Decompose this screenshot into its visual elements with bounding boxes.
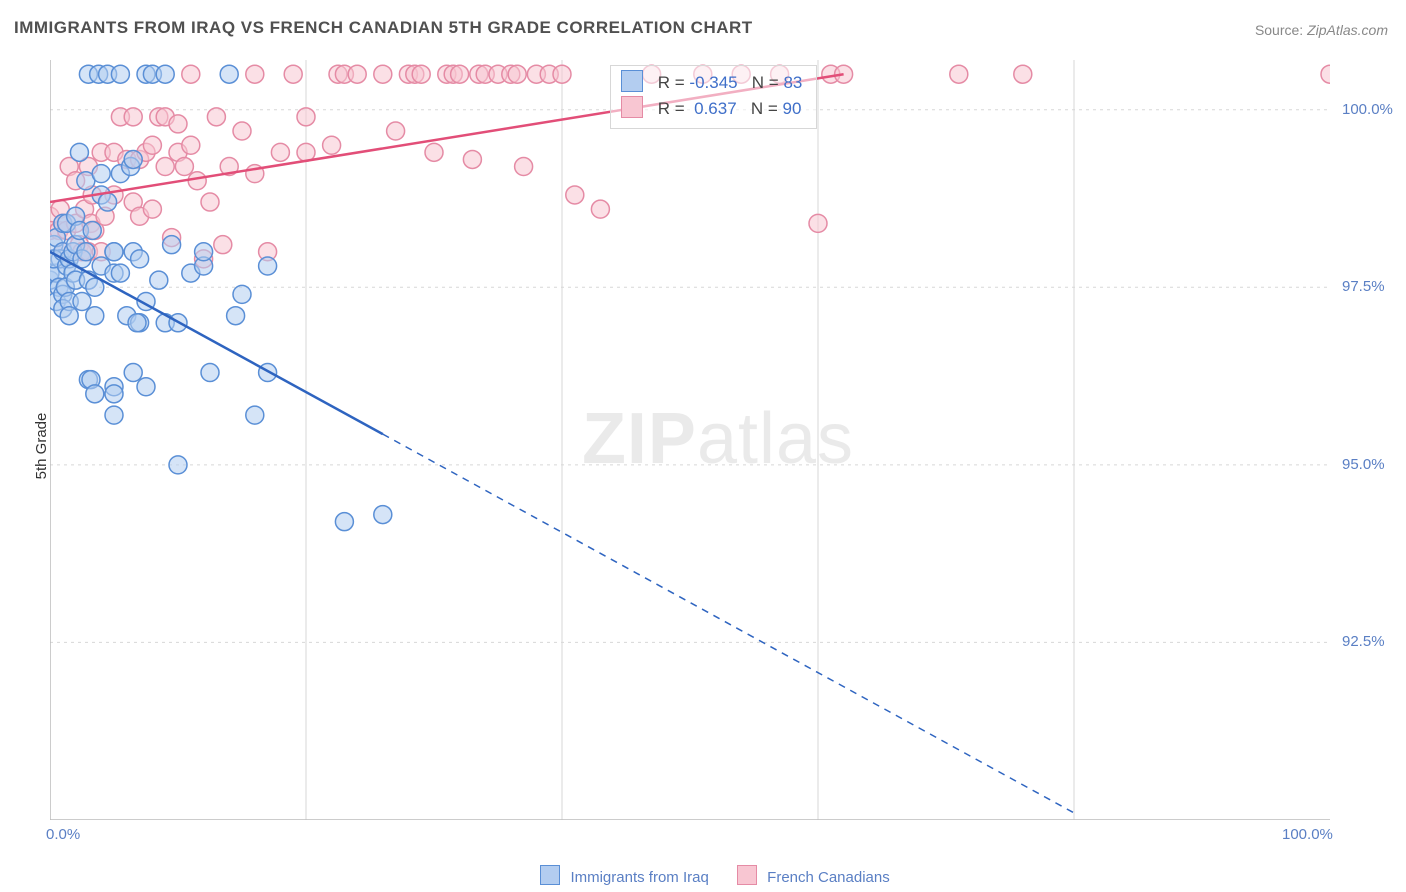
y-tick-label: 100.0% xyxy=(1342,101,1393,118)
y-tick-label: 95.0% xyxy=(1342,456,1385,473)
r-label-b: R = xyxy=(658,99,685,118)
n-label-b: N = xyxy=(751,99,778,118)
n-value-b: 90 xyxy=(783,99,802,118)
r-value-a: -0.345 xyxy=(689,73,737,92)
chart-title: IMMIGRANTS FROM IRAQ VS FRENCH CANADIAN … xyxy=(14,18,753,38)
y-tick-label: 92.5% xyxy=(1342,633,1385,650)
swatch-series-a xyxy=(621,70,643,92)
legend-swatch-b xyxy=(737,865,757,885)
correlation-stats-box: R = -0.345 N = 83 R = 0.637 N = 90 xyxy=(610,65,817,129)
r-value-b: 0.637 xyxy=(694,99,737,118)
stats-row-b: R = 0.637 N = 90 xyxy=(621,96,802,122)
legend-label-b: French Canadians xyxy=(767,869,890,886)
y-axis-label: 5th Grade xyxy=(33,413,50,480)
legend-label-a: Immigrants from Iraq xyxy=(570,869,708,886)
legend-swatch-a xyxy=(540,865,560,885)
swatch-series-b xyxy=(621,96,643,118)
source-value: ZipAtlas.com xyxy=(1307,22,1388,38)
x-tick-label: 100.0% xyxy=(1282,826,1333,843)
n-value-a: 83 xyxy=(783,73,802,92)
n-label-a: N = xyxy=(752,73,779,92)
x-legend: Immigrants from Iraq French Canadians xyxy=(0,865,1406,886)
chart-area: ZIPatlas R = -0.345 N = 83 R = 0.637 N =… xyxy=(50,60,1386,850)
r-label-a: R = xyxy=(658,73,685,92)
scatter-chart xyxy=(50,60,1330,820)
source-attribution: Source: ZipAtlas.com xyxy=(1255,22,1388,38)
stats-row-a: R = -0.345 N = 83 xyxy=(621,70,802,96)
source-label: Source: xyxy=(1255,22,1303,38)
y-tick-label: 97.5% xyxy=(1342,278,1385,295)
x-tick-label: 0.0% xyxy=(46,826,80,843)
